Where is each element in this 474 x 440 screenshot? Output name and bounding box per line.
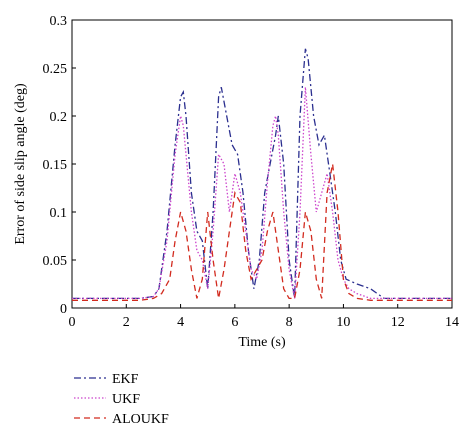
y-tick-label: 0 bbox=[60, 302, 67, 317]
series-line-ukf bbox=[72, 87, 452, 300]
y-tick-label: 0.2 bbox=[50, 110, 68, 125]
legend-label-aloukf: ALOUKF bbox=[112, 412, 169, 427]
ticks-layer: 0 2 4 6 8 10 12 14 0 0.05 0.1 0.15 0.2 0.25 0.3 bbox=[43, 14, 460, 330]
x-tick-label: 12 bbox=[391, 315, 405, 330]
x-axis-label: Time (s) bbox=[238, 335, 286, 350]
plot-area bbox=[71, 19, 453, 309]
y-tick-label: 0.15 bbox=[43, 158, 68, 173]
legend-label-ukf: UKF bbox=[112, 392, 140, 407]
y-tick-label: 0.25 bbox=[43, 62, 68, 77]
y-tick-label: 0.05 bbox=[43, 254, 68, 269]
x-tick-label: 6 bbox=[231, 315, 238, 330]
x-tick-label: 8 bbox=[286, 315, 293, 330]
series-layer bbox=[72, 48, 452, 301]
x-tick-label: 14 bbox=[445, 315, 459, 330]
series-line-aloukf bbox=[72, 163, 452, 301]
x-tick-label: 2 bbox=[123, 315, 130, 330]
y-tick-label: 0.3 bbox=[50, 14, 68, 29]
legend-label-ekf: EKF bbox=[112, 372, 139, 387]
legend: EKF UKF ALOUKF bbox=[74, 372, 169, 427]
series-line-ekf bbox=[72, 48, 452, 300]
x-tick-label: 4 bbox=[177, 315, 184, 330]
y-tick-label: 0.1 bbox=[50, 206, 68, 221]
y-axis-label: Error of side slip angle (deg) bbox=[13, 83, 28, 245]
x-tick-label: 10 bbox=[336, 315, 350, 330]
x-tick-label: 0 bbox=[69, 315, 76, 330]
